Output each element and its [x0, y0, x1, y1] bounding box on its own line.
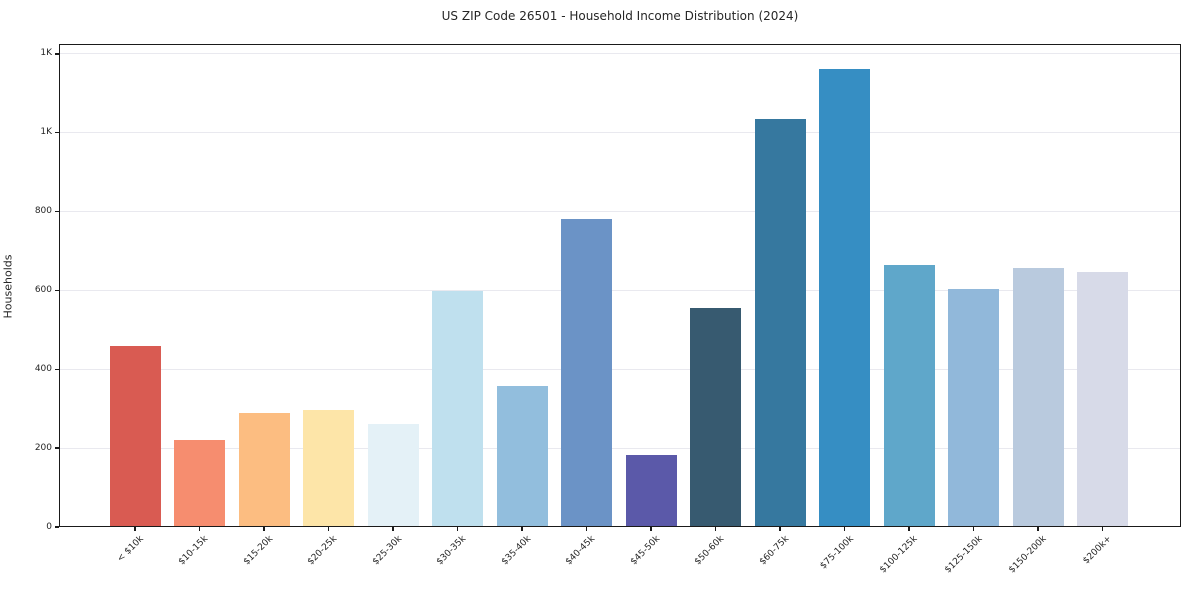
bar-45-50k — [625, 454, 677, 527]
bar-40-45k — [561, 219, 612, 527]
x-tick-mark — [456, 527, 459, 531]
x-tick-mark — [521, 527, 523, 531]
x-tick-mark — [650, 527, 652, 531]
bar-30-35k — [432, 291, 483, 527]
gridline-y-800 — [59, 211, 1181, 213]
x-tick-mark — [198, 527, 201, 531]
bar-35-40k — [496, 385, 548, 527]
x-tick-label: $25-30k — [370, 534, 405, 568]
x-tick-mark — [263, 527, 265, 531]
x-tick-mark — [908, 527, 910, 531]
y-tick-mark — [55, 368, 59, 370]
chart-title: US ZIP Code 26501 - Household Income Dis… — [441, 9, 799, 23]
x-tick-label: $45-50k — [628, 534, 663, 568]
y-tick-label: 200 — [34, 442, 52, 453]
plot-area — [59, 44, 1181, 527]
y-tick-mark — [55, 132, 59, 134]
bar-25-30k — [367, 423, 419, 527]
x-tick-label: $10-15k — [177, 534, 211, 568]
y-tick-label: 400 — [34, 363, 52, 374]
y-tick-label: 1K — [40, 127, 52, 138]
x-tick-mark — [134, 527, 136, 531]
y-tick-label: 800 — [34, 206, 52, 217]
gridline-y-200 — [59, 447, 1181, 449]
x-tick-label: $20-25k — [306, 534, 340, 568]
y-tick-label: 600 — [34, 284, 52, 295]
x-tick-label: $15-20k — [241, 534, 276, 568]
x-tick-label: $125-150k — [943, 534, 985, 576]
bar-10-15k — [174, 440, 225, 527]
x-tick-label: $100-125k — [878, 534, 921, 576]
x-tick-mark — [585, 527, 588, 531]
y-tick-mark — [55, 526, 59, 528]
bar-20-25k — [303, 410, 354, 527]
y-tick-label: 0 — [46, 521, 52, 532]
x-tick-label: $60-75k — [757, 534, 792, 568]
x-tick-label: $200k+ — [1081, 534, 1114, 567]
x-tick-label: < $10k — [115, 534, 147, 565]
gridline-y-1200 — [59, 53, 1181, 55]
bar-200k — [1077, 271, 1128, 527]
bar-125-150k — [948, 288, 999, 527]
y-tick-mark — [55, 53, 59, 55]
gridline-y-1000 — [59, 132, 1181, 134]
gridline-y-600 — [59, 289, 1181, 291]
bar-60-75k — [754, 118, 806, 527]
y-tick-label: 1K — [40, 48, 52, 59]
bar-75-100k — [819, 68, 870, 527]
x-tick-mark — [714, 527, 717, 531]
x-tick-label: $30-35k — [435, 534, 469, 568]
x-tick-mark — [392, 527, 394, 531]
x-tick-label: $75-100k — [818, 534, 856, 572]
x-tick-mark — [1037, 527, 1039, 531]
y-tick-mark — [55, 210, 59, 213]
bar-150-200k — [1012, 267, 1064, 527]
x-tick-label: $50-60k — [693, 534, 727, 568]
x-tick-mark — [327, 527, 330, 531]
bar-50-60k — [690, 308, 741, 527]
gridline-y-400 — [59, 368, 1181, 370]
x-tick-mark — [779, 527, 781, 531]
y-tick-mark — [55, 289, 59, 292]
bar-10k — [109, 345, 161, 527]
y-tick-mark — [55, 447, 59, 449]
x-tick-label: $150-200k — [1007, 534, 1050, 576]
bar-15-20k — [238, 412, 290, 527]
x-tick-mark — [1101, 527, 1104, 531]
bar-100-125k — [883, 265, 935, 527]
x-tick-label: $40-45k — [564, 534, 598, 568]
x-tick-mark — [972, 527, 975, 531]
x-tick-mark — [843, 527, 846, 531]
x-tick-label: $35-40k — [499, 534, 534, 568]
